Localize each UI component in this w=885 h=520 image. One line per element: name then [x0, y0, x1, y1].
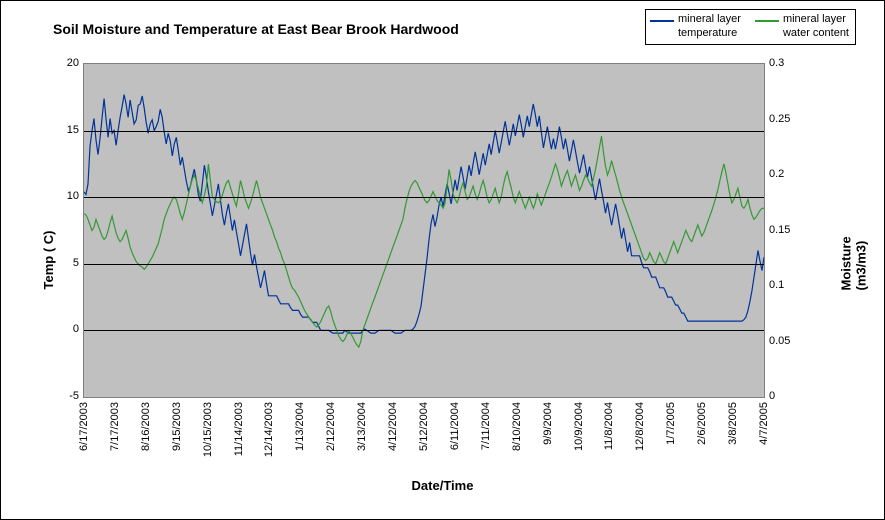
- y-tick-right: 0.3: [769, 57, 809, 69]
- x-tick-label: 6/17/2003: [78, 402, 90, 451]
- x-tick-label: 2/6/2005: [696, 402, 708, 445]
- gridline: [84, 131, 764, 132]
- y-tick-left: 20: [49, 57, 79, 69]
- legend-swatch: [650, 20, 674, 22]
- x-tick-label: 4/7/2005: [758, 402, 770, 445]
- x-tick-label: 8/10/2004: [511, 402, 523, 451]
- legend: mineral layer temperature mineral layer …: [645, 9, 856, 45]
- series-lines: [84, 64, 764, 397]
- x-tick-label: 8/16/2003: [140, 402, 152, 451]
- x-tick-label: 11/8/2004: [603, 402, 615, 450]
- series-line: [84, 136, 764, 347]
- x-tick-label: 3/13/2004: [356, 402, 368, 451]
- x-tick-label: 7/17/2003: [109, 402, 121, 451]
- x-tick-label: 5/12/2004: [418, 402, 430, 451]
- x-tick-label: 4/12/2004: [387, 402, 399, 451]
- x-tick-label: 12/14/2003: [263, 402, 275, 457]
- y-tick-left: 0: [49, 323, 79, 335]
- x-tick-label: 3/8/2005: [727, 402, 739, 445]
- y-tick-right: 0: [769, 390, 809, 402]
- x-tick-label: 1/7/2005: [665, 402, 677, 445]
- x-tick-label: 7/11/2004: [480, 402, 492, 450]
- y-tick-left: 5: [49, 257, 79, 269]
- legend-item: mineral layer temperature mineral layer …: [650, 13, 849, 41]
- chart-frame: Soil Moisture and Temperature at East Be…: [0, 0, 885, 520]
- y-axis-right-label: Moisture (m3/m3): [839, 230, 869, 291]
- y-tick-left: -5: [49, 390, 79, 402]
- x-tick-label: 9/9/2004: [542, 402, 554, 445]
- x-tick-label: 12/8/2004: [634, 402, 646, 451]
- x-tick-label: 1/13/2004: [294, 402, 306, 451]
- legend-label: mineral layer temperature: [678, 13, 741, 41]
- plot-area: [83, 63, 765, 398]
- y-tick-right: 0.05: [769, 335, 809, 347]
- gridline: [84, 197, 764, 198]
- chart-title: Soil Moisture and Temperature at East Be…: [53, 21, 459, 37]
- x-axis-label: Date/Time: [412, 478, 474, 493]
- legend-swatch: [755, 20, 779, 22]
- legend-label: mineral layer water content: [783, 13, 849, 41]
- x-tick-label: 11/14/2003: [233, 402, 245, 456]
- y-tick-right: 0.1: [769, 279, 809, 291]
- x-tick-label: 10/15/2003: [202, 402, 214, 457]
- y-tick-left: 10: [49, 190, 79, 202]
- y-tick-right: 0.2: [769, 168, 809, 180]
- x-tick-label: 10/9/2004: [573, 402, 585, 451]
- y-tick-left: 15: [49, 124, 79, 136]
- gridline: [84, 264, 764, 265]
- x-tick-label: 9/15/2003: [171, 402, 183, 451]
- y-tick-right: 0.15: [769, 224, 809, 236]
- gridline: [84, 330, 764, 331]
- x-tick-label: 6/11/2004: [449, 402, 461, 450]
- x-tick-label: 2/12/2004: [325, 402, 337, 451]
- y-tick-right: 0.25: [769, 113, 809, 125]
